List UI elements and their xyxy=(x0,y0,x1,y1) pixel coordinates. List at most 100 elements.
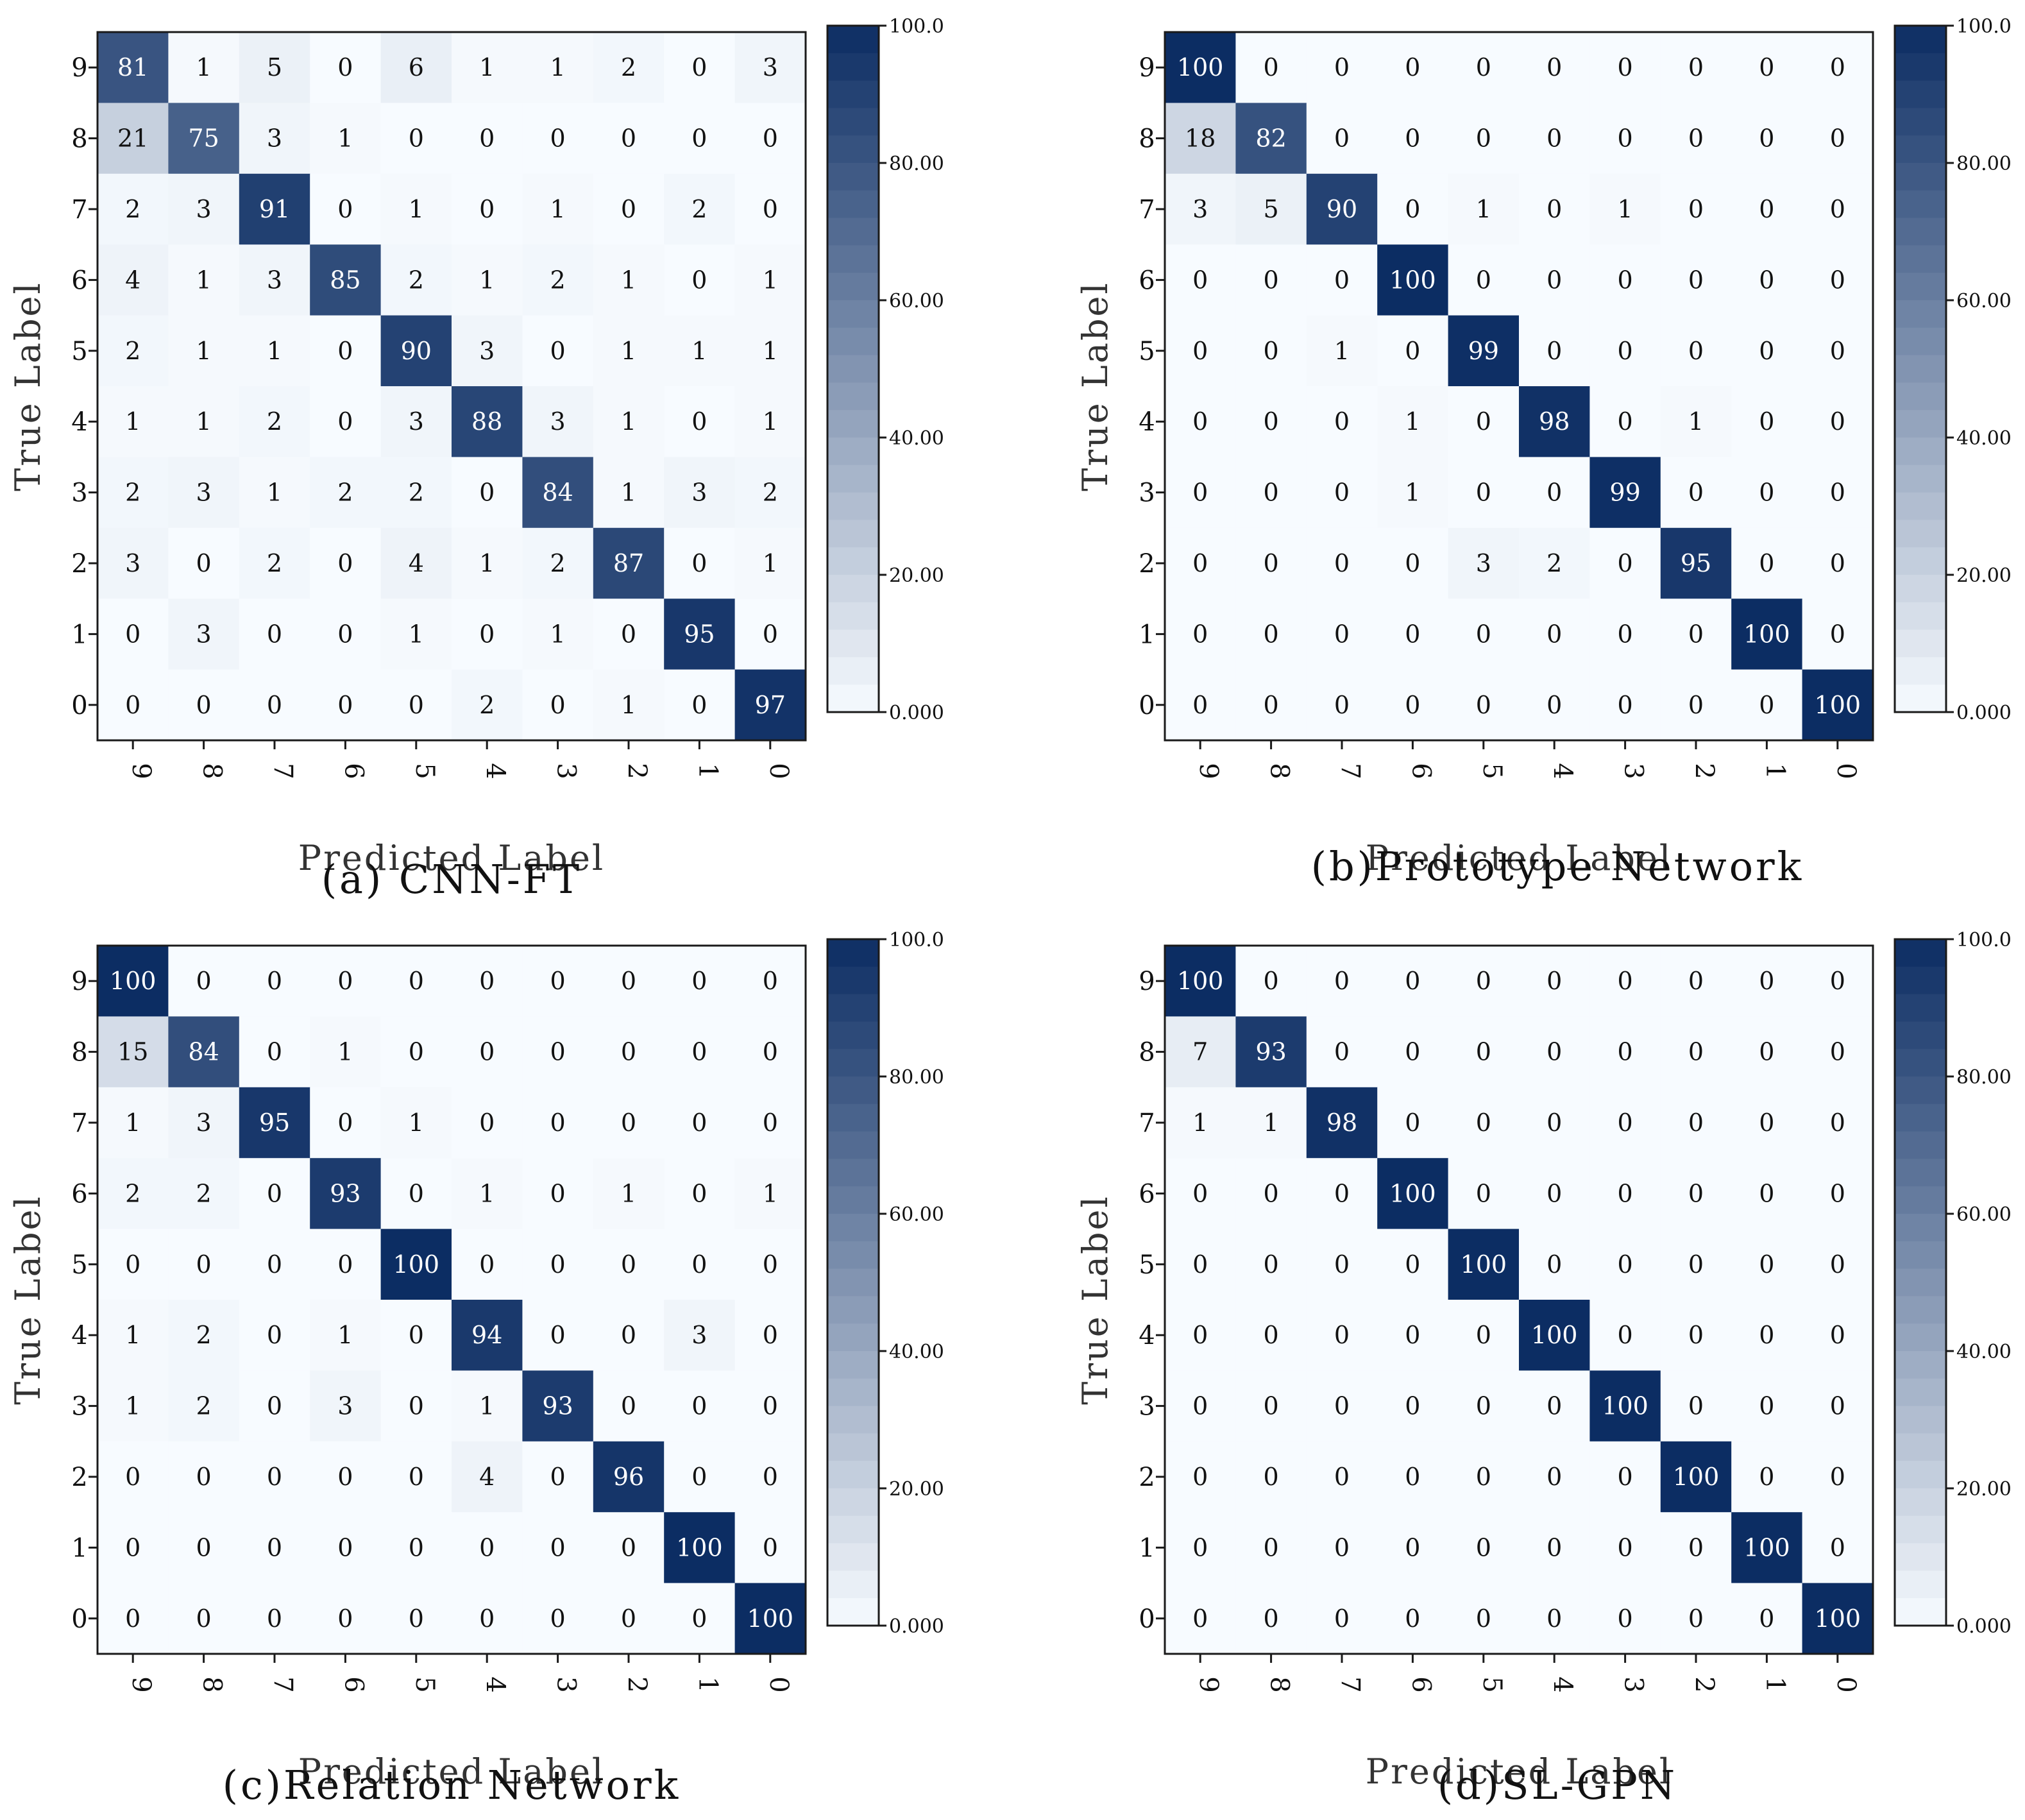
heatmap-cell xyxy=(734,1370,806,1442)
heatmap-cell xyxy=(1589,1512,1661,1584)
cell-value-label: 0 xyxy=(763,1533,778,1561)
heatmap-cell xyxy=(734,315,806,387)
cell-value-label: 90 xyxy=(1326,195,1357,223)
heatmap-cell xyxy=(97,32,169,103)
heatmap-cell xyxy=(310,1300,382,1371)
colorbar-tick-label: 60.00 xyxy=(1956,1203,2012,1226)
heatmap-cell xyxy=(593,1158,665,1230)
heatmap-cell xyxy=(239,315,310,387)
cell-value-label: 95 xyxy=(684,620,715,648)
colorbar-segment xyxy=(827,190,879,219)
heatmap-cell xyxy=(452,1441,523,1513)
cell-value-label: 100 xyxy=(1602,1392,1648,1420)
heatmap-cell xyxy=(593,669,665,741)
colorbar-segment xyxy=(827,685,879,713)
heatmap-cell xyxy=(664,315,736,387)
heatmap-cell xyxy=(1660,103,1732,174)
heatmap-cell xyxy=(1165,32,1236,103)
cell-value-label: 0 xyxy=(1405,124,1420,153)
heatmap-cell xyxy=(1731,1158,1803,1230)
colorbar-segment xyxy=(827,355,879,383)
colorbar-segment xyxy=(1895,1214,1946,1242)
colorbar-segment xyxy=(1895,492,1946,520)
colorbar-frame xyxy=(1894,938,1947,1627)
heatmap-cell xyxy=(1448,244,1520,316)
heatmap-cell xyxy=(1660,1441,1732,1513)
heatmap-cell xyxy=(1377,1370,1449,1442)
heatmap-cell xyxy=(522,315,594,387)
heatmap-cell xyxy=(1519,1512,1590,1584)
x-tick-label: 4 xyxy=(1548,1676,1577,1692)
x-tick-label: 8 xyxy=(198,763,227,779)
cell-value-label: 0 xyxy=(125,620,140,648)
cell-value-label: 0 xyxy=(409,1038,424,1066)
cell-value-label: 0 xyxy=(691,1463,707,1491)
colorbar-segment xyxy=(1895,657,1946,685)
x-tick-label: 3 xyxy=(552,1676,581,1692)
cell-value-label: 0 xyxy=(1618,1250,1633,1279)
heatmap-cell xyxy=(452,1512,523,1584)
cell-value-label: 0 xyxy=(1830,266,1845,294)
cell-value-label: 0 xyxy=(1334,53,1350,81)
heatmap-cell xyxy=(1519,1583,1590,1654)
cell-value-label: 0 xyxy=(1759,1392,1774,1420)
heatmap-cell xyxy=(1306,457,1378,529)
heatmap-cell xyxy=(664,1229,736,1300)
heatmap-cell xyxy=(734,173,806,245)
heatmap-cell xyxy=(168,1370,240,1442)
heatmap-cell xyxy=(593,1583,665,1654)
heatmap-cell xyxy=(1165,1441,1236,1513)
cell-value-label: 0 xyxy=(763,1463,778,1491)
x-tick-label: 0 xyxy=(764,1676,793,1692)
y-tick-label: 5 xyxy=(71,337,87,366)
colorbar-segment xyxy=(827,1049,879,1077)
cell-value-label: 0 xyxy=(763,1109,778,1137)
heatmap-cell xyxy=(310,1016,382,1088)
cell-value-label: 95 xyxy=(1681,549,1711,577)
cell-value-label: 1 xyxy=(1405,479,1420,507)
heatmap-cell xyxy=(1377,669,1449,741)
cell-value-label: 7 xyxy=(1192,1038,1208,1066)
cell-value-label: 1 xyxy=(763,1179,778,1207)
heatmap-cell xyxy=(1731,669,1803,741)
heatmap-cell xyxy=(1589,946,1661,1017)
heatmap-cell xyxy=(1519,1087,1590,1159)
colorbar-segment xyxy=(1895,190,1946,219)
confusion-matrix-panel: 100 0 0 0 0 0 0 0 0 015 84 0 1 0 0 0 0 0 01 3 95 0 1 0 0 0 0 02 2 0 93… xyxy=(8,929,944,1808)
cell-value-label: 1 xyxy=(621,266,636,294)
heatmap-cell xyxy=(1731,244,1803,316)
cell-value-label: 0 xyxy=(409,1179,424,1207)
cell-value-label: 0 xyxy=(479,1250,495,1279)
colorbar-segment xyxy=(827,1515,879,1544)
heatmap-cell xyxy=(734,32,806,103)
cell-value-label: 1 xyxy=(621,691,636,719)
cell-value-label: 0 xyxy=(1546,1533,1562,1561)
cell-value-label: 0 xyxy=(1546,967,1562,995)
cell-value-label: 2 xyxy=(196,1179,212,1207)
heatmap-cell xyxy=(239,1158,310,1230)
cell-value-label: 0 xyxy=(1192,620,1208,648)
colorbar-segment xyxy=(1895,438,1946,466)
heatmap-cell xyxy=(1589,244,1661,316)
y-tick-label: 1 xyxy=(71,1533,87,1563)
heatmap-cell xyxy=(522,1441,594,1513)
heatmap-cell xyxy=(522,1158,594,1230)
cell-value-label: 1 xyxy=(125,1321,140,1349)
cell-value-label: 100 xyxy=(1743,1533,1790,1561)
heatmap-cell xyxy=(1660,1158,1732,1230)
y-tick-label: 7 xyxy=(1139,195,1155,225)
heatmap-cell xyxy=(1802,386,1874,457)
cell-value-label: 0 xyxy=(1688,691,1704,719)
heatmap-cell xyxy=(1165,1512,1236,1584)
heatmap-cell xyxy=(734,1512,806,1584)
x-tick-label: 9 xyxy=(1194,763,1223,779)
cell-value-label: 0 xyxy=(1476,266,1491,294)
heatmap-cell xyxy=(1731,1016,1803,1088)
heatmap-cell xyxy=(168,599,240,670)
y-tick-label: 8 xyxy=(71,1038,87,1067)
heatmap-cell xyxy=(593,457,665,529)
heatmap-cell xyxy=(522,599,594,670)
heatmap-cell xyxy=(1589,1300,1661,1371)
colorbar-segment xyxy=(1895,1131,1946,1159)
heatmap-cell xyxy=(1165,386,1236,457)
